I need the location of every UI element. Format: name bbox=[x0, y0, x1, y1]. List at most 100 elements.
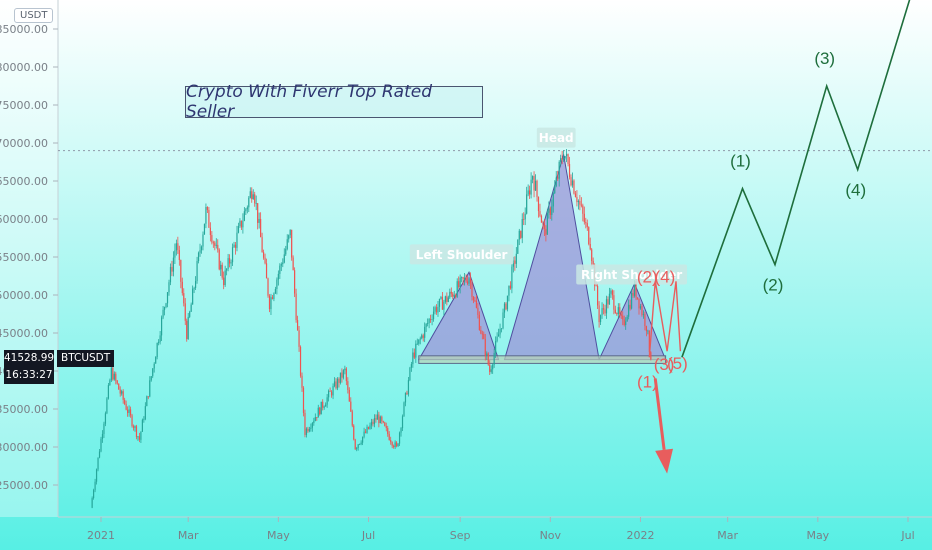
candle-body bbox=[500, 328, 503, 330]
candle-up bbox=[332, 383, 334, 400]
candle-body bbox=[360, 442, 362, 444]
candle-up bbox=[224, 265, 226, 287]
candle-up bbox=[317, 404, 319, 418]
candle-up bbox=[342, 369, 344, 380]
candle-body bbox=[276, 279, 278, 290]
candle-body bbox=[329, 390, 331, 392]
candle-body bbox=[129, 409, 132, 416]
candle-body bbox=[174, 250, 176, 258]
candle-body bbox=[240, 220, 243, 228]
candle-down bbox=[472, 296, 475, 304]
candle-up bbox=[110, 365, 112, 383]
candle-down bbox=[598, 301, 600, 328]
candle-down bbox=[375, 414, 377, 423]
green-wave-label: (1) bbox=[730, 152, 751, 171]
candle-body bbox=[159, 335, 161, 342]
candle-down bbox=[465, 274, 467, 283]
candle-body bbox=[279, 265, 281, 274]
candle-body bbox=[576, 197, 578, 203]
candle-down bbox=[388, 431, 390, 441]
candle-down bbox=[561, 150, 563, 165]
candle-up bbox=[495, 336, 497, 358]
candle-up bbox=[137, 435, 139, 441]
candle-up bbox=[320, 401, 322, 415]
candle-body bbox=[483, 333, 485, 339]
candle-body bbox=[308, 429, 311, 432]
candle-up bbox=[379, 415, 381, 424]
candle-body bbox=[249, 191, 251, 198]
candle-body bbox=[233, 244, 235, 248]
candle-body bbox=[534, 180, 537, 191]
candle-body bbox=[231, 247, 234, 263]
candle-down bbox=[620, 311, 622, 319]
candle-down bbox=[650, 351, 652, 361]
candle-up bbox=[449, 288, 451, 299]
right-shoulder-label-bg bbox=[576, 264, 688, 285]
candle-up bbox=[200, 245, 203, 254]
candle-up bbox=[163, 306, 166, 316]
candle-up bbox=[94, 478, 96, 493]
candle-body bbox=[446, 296, 448, 302]
candle-up bbox=[443, 299, 445, 316]
candle-body bbox=[558, 161, 560, 179]
candle-body bbox=[390, 440, 392, 443]
candle-body bbox=[168, 282, 170, 293]
candle-body bbox=[354, 439, 356, 450]
candle-body bbox=[101, 433, 104, 439]
candle-body bbox=[351, 411, 353, 426]
y-tick-label: 35000.00 bbox=[0, 403, 48, 416]
candle-up bbox=[517, 239, 519, 255]
candle-up bbox=[106, 397, 108, 415]
candle-body bbox=[186, 320, 188, 340]
candle-down bbox=[591, 247, 593, 267]
candle-down bbox=[549, 206, 551, 220]
candle-body bbox=[564, 156, 566, 159]
candle-body bbox=[574, 193, 577, 198]
candle-up bbox=[246, 205, 248, 214]
candle-up bbox=[160, 315, 163, 341]
candle-body bbox=[642, 313, 645, 315]
candle-down bbox=[478, 311, 480, 331]
candle-down bbox=[206, 206, 209, 214]
candle-body bbox=[403, 402, 405, 417]
green-wave-label: (4) bbox=[845, 181, 866, 200]
candle-up bbox=[192, 285, 194, 305]
candle-down bbox=[341, 368, 343, 383]
candle-body bbox=[323, 406, 325, 408]
candle-body bbox=[463, 277, 466, 280]
candle-up bbox=[362, 436, 364, 446]
candle-up bbox=[252, 189, 254, 200]
candle-body bbox=[335, 381, 337, 389]
currency-badge[interactable]: USDT bbox=[14, 8, 54, 23]
candle-up bbox=[156, 342, 158, 360]
y-tick-label: 30000.00 bbox=[0, 441, 48, 454]
candle-up bbox=[605, 295, 608, 319]
candle-body bbox=[617, 307, 619, 315]
candle-up bbox=[158, 339, 160, 346]
candle-body bbox=[149, 380, 151, 397]
candle-up bbox=[647, 329, 649, 335]
candle-body bbox=[200, 246, 203, 251]
x-tick-label: 2022 bbox=[626, 529, 654, 542]
candle-body bbox=[650, 352, 652, 360]
candle-body bbox=[616, 313, 618, 315]
candle-down bbox=[390, 436, 392, 445]
candle-down bbox=[228, 254, 231, 268]
candle-body bbox=[441, 296, 444, 310]
candle-down bbox=[586, 219, 588, 231]
candle-up bbox=[344, 365, 346, 375]
candle-up bbox=[437, 300, 439, 317]
candle-down bbox=[632, 289, 634, 298]
candle-down bbox=[181, 277, 183, 296]
candle-up bbox=[363, 427, 365, 439]
candle-body bbox=[166, 292, 169, 304]
candle-body bbox=[438, 298, 441, 307]
candle-body bbox=[505, 303, 507, 310]
candle-down bbox=[132, 424, 135, 431]
candle-body bbox=[379, 416, 381, 424]
candle-body bbox=[469, 278, 472, 283]
left-shoulder-label: Left Shoulder bbox=[409, 244, 514, 265]
candle-down bbox=[147, 396, 149, 400]
candle-up bbox=[242, 213, 244, 234]
candle-body bbox=[437, 306, 439, 313]
